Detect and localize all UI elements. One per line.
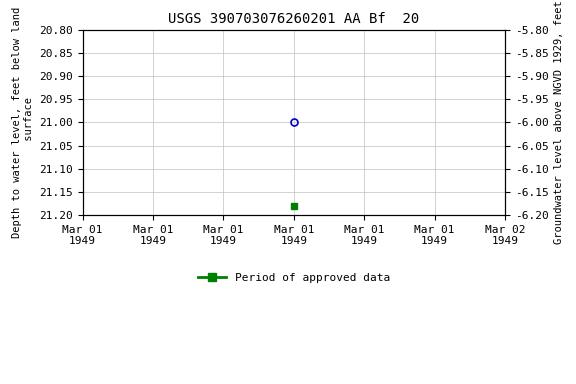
Y-axis label: Depth to water level, feet below land
 surface: Depth to water level, feet below land su… bbox=[12, 7, 33, 238]
Legend: Period of approved data: Period of approved data bbox=[194, 268, 394, 287]
Title: USGS 390703076260201 AA Bf  20: USGS 390703076260201 AA Bf 20 bbox=[168, 12, 419, 26]
Y-axis label: Groundwater level above NGVD 1929, feet: Groundwater level above NGVD 1929, feet bbox=[554, 1, 564, 244]
